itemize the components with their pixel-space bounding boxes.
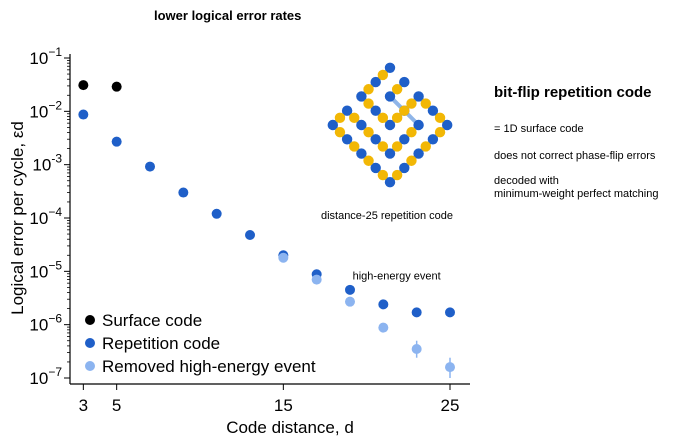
legend-marker: [85, 361, 95, 371]
data-point-series-0: [111, 81, 122, 92]
inset-data-qubit: [356, 119, 367, 131]
chart-axes: 10−1 10−2 10-3 10−4 10−5 10−6 10−7 3 5 15 25 Code d…: [8, 45, 470, 437]
inset-data-qubit: [399, 162, 410, 174]
legend-marker: [85, 315, 95, 325]
data-point-series-1: [345, 284, 355, 295]
data-point-series-1: [78, 109, 89, 120]
x-tick-label: 5: [112, 396, 121, 415]
legend-label: Surface code: [102, 311, 202, 330]
side-note-phase-flip: does not correct phase-flip errors: [494, 150, 656, 162]
data-point-series-2: [311, 274, 322, 285]
repetition-code-inset: distance-25 repetition code: [321, 62, 453, 222]
inset-data-qubit: [370, 134, 381, 145]
inset-measure-qubit: [349, 112, 360, 124]
inset-data-qubit: [370, 76, 381, 88]
inset-data-qubit: [413, 148, 424, 159]
y-tick-label: 10−5: [29, 258, 62, 281]
inset-measure-qubit: [377, 69, 389, 81]
inset-data-qubit: [384, 177, 396, 188]
inset-measure-qubit: [420, 98, 431, 109]
inset-data-qubit: [356, 91, 367, 102]
data-point-series-1: [178, 187, 189, 198]
data-point-series-0: [78, 80, 89, 91]
inset-measure-qubit: [420, 141, 431, 152]
inset-data-qubit: [384, 119, 396, 131]
x-tick-label: 25: [441, 396, 460, 415]
x-tick-label: 15: [274, 396, 293, 415]
inset-measure-qubit: [334, 126, 346, 138]
inset-data-qubit: [413, 91, 424, 102]
inset-data-qubit: [370, 162, 381, 174]
data-point-series-2: [278, 252, 289, 263]
data-point-series-1: [111, 136, 122, 147]
inset-measure-qubit: [349, 141, 360, 152]
inset-data-qubit: [399, 76, 410, 88]
inset-measure-qubit: [377, 141, 389, 152]
inset-measure-qubit: [406, 98, 417, 109]
inset-measure-qubit: [434, 126, 446, 138]
y-tick-label: 10−6: [29, 312, 62, 335]
inset-data-qubit: [384, 91, 396, 102]
figure-top-title: lower logical error rates: [154, 8, 302, 23]
inset-measure-qubit: [391, 141, 403, 152]
inset-caption: distance-25 repetition code: [321, 210, 453, 222]
data-point-series-2: [411, 343, 422, 354]
side-panel-title: bit-flip repetition code: [494, 84, 652, 101]
data-point-series-2: [378, 322, 389, 333]
inset-measure-qubit: [334, 112, 346, 124]
inset-data-qubit: [341, 105, 353, 116]
inset-measure-qubit: [399, 105, 410, 116]
data-point-series-1: [211, 208, 222, 219]
legend-label: Repetition code: [102, 334, 220, 353]
annotation-label: high-energy event: [353, 271, 441, 283]
y-tick-label: 10−1: [29, 45, 62, 68]
data-point-series-1: [445, 307, 455, 318]
inset-data-qubit: [341, 134, 353, 145]
y-tick-label: 10−2: [29, 98, 62, 121]
data-point-series-1: [145, 161, 155, 172]
inset-measure-qubit: [363, 126, 374, 138]
data-point-series-1: [378, 299, 389, 310]
side-note-decoder: decoded with minimum-weight perfect matc…: [494, 175, 659, 200]
inset-data-qubit: [384, 148, 396, 159]
y-tick-label: 10-3: [32, 152, 62, 175]
y-tick-label: 10−7: [29, 365, 62, 388]
inset-data-qubit: [442, 119, 453, 131]
data-point-series-1: [245, 230, 255, 241]
inset-data-qubit: [427, 134, 439, 145]
side-note-surface: = 1D surface code: [494, 123, 584, 135]
inset-data-qubit: [327, 119, 338, 131]
inset-measure-qubit: [377, 112, 389, 124]
y-axis-label: Logical error per cycle, εd: [8, 121, 27, 315]
chart-legend: Surface code Repetition code Removed high-…: [85, 311, 316, 376]
inset-measure-qubit: [391, 169, 403, 181]
inset-data-qubit: [399, 134, 410, 145]
inset-measure-qubit: [363, 98, 374, 109]
chart-marks: high-energy event: [78, 80, 455, 378]
inset-data-qubit: [413, 119, 424, 131]
data-point-series-1: [411, 307, 422, 318]
inset-measure-qubit: [377, 169, 389, 181]
inset-measure-qubit: [363, 155, 374, 166]
inset-measure-qubit: [391, 84, 403, 95]
inset-data-qubit: [384, 62, 396, 73]
inset-measure-qubit: [406, 155, 417, 166]
data-point-series-2: [445, 362, 455, 373]
inset-measure-qubit: [391, 112, 403, 124]
inset-measure-qubit: [406, 126, 417, 138]
legend-marker: [85, 338, 95, 348]
inset-data-qubit: [356, 148, 367, 159]
inset-measure-qubit: [363, 84, 374, 95]
y-tick-label: 10−4: [29, 205, 62, 228]
inset-data-qubit: [370, 105, 381, 116]
legend-label: Removed high-energy event: [102, 357, 316, 376]
inset-data-qubit: [427, 105, 439, 116]
data-point-series-2: [345, 296, 355, 307]
x-axis-label: Code distance, d: [226, 418, 354, 437]
x-tick-label: 3: [79, 396, 88, 415]
inset-measure-qubit: [434, 112, 446, 124]
